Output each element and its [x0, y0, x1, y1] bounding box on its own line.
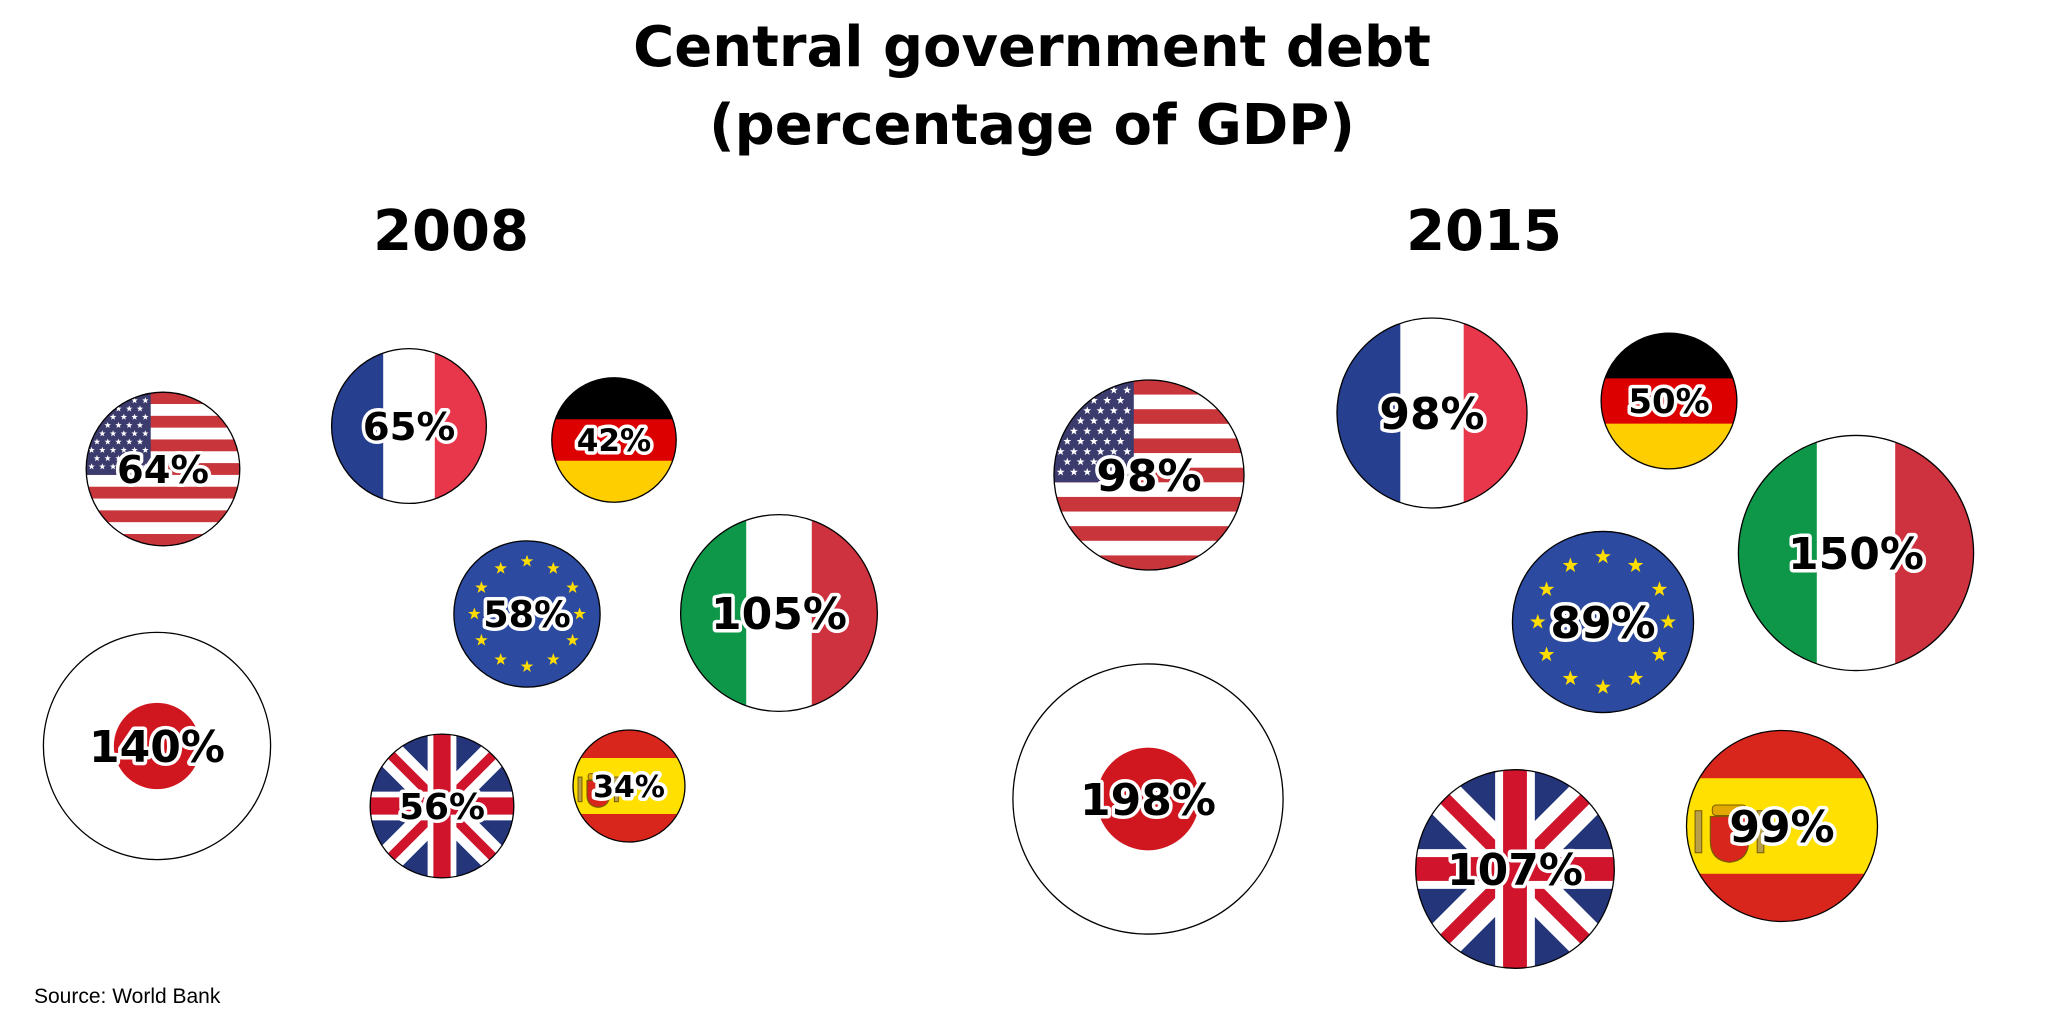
bubble-2008-italy: 105% — [679, 513, 879, 713]
value-label: 65% — [363, 405, 456, 450]
value-label: 99% — [1729, 802, 1834, 853]
chart-title: Central government debt — [633, 15, 1431, 80]
bubble-outline — [551, 377, 677, 503]
value-label: 42% — [577, 423, 651, 459]
bubble-outline — [453, 540, 601, 688]
bubble-outline — [330, 347, 488, 505]
bubble-2015-eu: 89% — [1511, 530, 1695, 714]
japan-flag-icon — [43, 632, 271, 860]
bubble-outline — [1600, 332, 1738, 470]
value-label: 98% — [1096, 451, 1201, 502]
bubble-outline — [572, 729, 686, 843]
value-label: 150% — [1788, 529, 1924, 580]
bubble-outline — [1685, 729, 1879, 923]
bubble-outline — [42, 631, 272, 861]
eu-flag-icon — [1512, 531, 1694, 713]
japan-flag-icon — [1012, 663, 1284, 935]
bubble-2015-usa: 98% — [1053, 379, 1245, 571]
bubble-2008-usa: 64% — [85, 391, 241, 547]
bubble-outline — [1053, 379, 1245, 571]
value-label: 56% — [399, 787, 485, 828]
value-label: 34% — [593, 770, 665, 805]
bubble-outline — [679, 513, 879, 713]
value-label: 198% — [1080, 775, 1216, 826]
value-label: 58% — [483, 593, 570, 636]
uk-flag-icon — [1415, 769, 1615, 969]
panel-year-2008: 2008 — [373, 199, 529, 264]
value-label: 107% — [1447, 845, 1583, 896]
value-label: 140% — [89, 722, 225, 773]
source-note: Source: World Bank — [34, 985, 221, 1008]
bubble-outline — [85, 391, 241, 547]
bubble-outline — [1415, 769, 1615, 969]
bubble-2015-japan: 198% — [1012, 663, 1284, 935]
eu-flag-icon — [453, 540, 601, 688]
bubble-outline — [1737, 434, 1975, 672]
bubble-2008-eu: 58% — [453, 540, 601, 688]
value-label: 50% — [1628, 382, 1709, 422]
bubbles-layer: 64% 65% 42% 58% 105% 140% 56% 34% 98% 98% 50% 150% 8… — [42, 317, 1975, 969]
value-label: 98% — [1379, 389, 1484, 440]
panel-year-2015: 2015 — [1406, 199, 1562, 264]
bubble-2008-japan: 140% — [42, 631, 272, 861]
value-label: 89% — [1550, 598, 1655, 649]
bubble-2015-germany: 50% — [1600, 332, 1738, 470]
value-label: 105% — [711, 589, 847, 640]
bubble-outline — [1511, 530, 1695, 714]
bubble-2015-uk: 107% — [1415, 769, 1615, 969]
bubble-2008-spain: 34% — [572, 729, 686, 843]
spain-flag-icon — [573, 730, 685, 842]
bubble-outline — [369, 733, 515, 879]
bubble-2008-germany: 42% — [551, 377, 677, 503]
bubble-outline — [1012, 663, 1284, 935]
chart-subtitle: (percentage of GDP) — [709, 93, 1355, 158]
bubble-2015-spain: 99% — [1685, 729, 1879, 923]
value-label: 64% — [117, 448, 209, 493]
bubble-2015-italy: 150% — [1737, 434, 1975, 672]
bubble-2015-france: 98% — [1336, 317, 1528, 509]
bubble-2008-france: 65% — [330, 347, 488, 505]
bubble-outline — [1336, 317, 1528, 509]
bubble-2008-uk: 56% — [369, 733, 515, 879]
